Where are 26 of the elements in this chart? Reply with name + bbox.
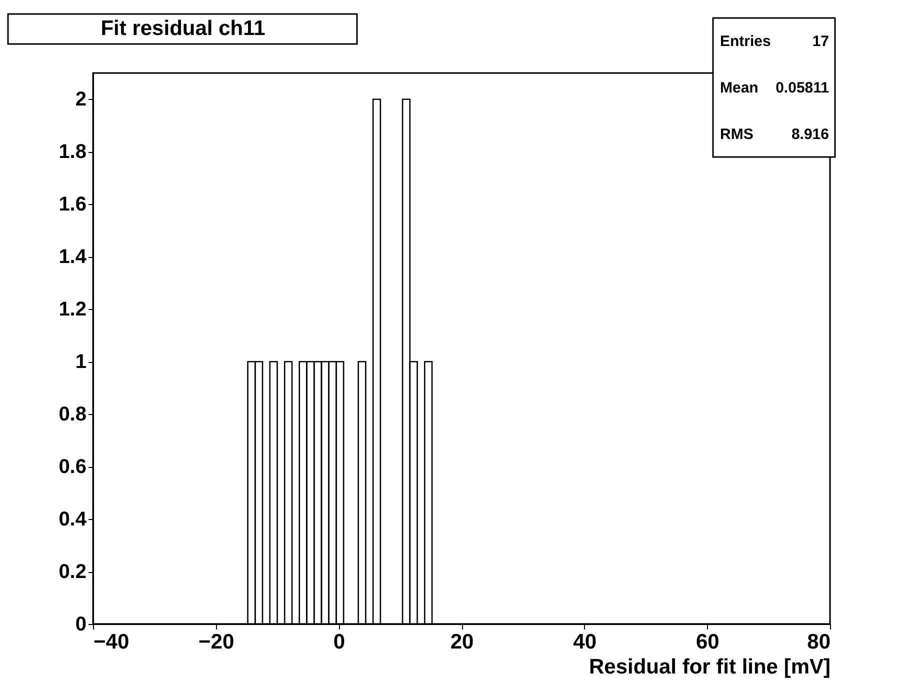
- y-tick-label: 0.4: [58, 508, 88, 531]
- y-tick-label: 0.6: [58, 456, 86, 478]
- annotation: Mean: [720, 80, 758, 96]
- x-axis-title: Residual for fit line [mV]: [588, 656, 830, 678]
- y-tick-label: 1.6: [58, 194, 86, 216]
- annotation: 0.05811: [776, 80, 829, 96]
- annotation: RMS: [720, 126, 754, 143]
- x-tick-label: 20: [450, 630, 474, 654]
- y-tick-label: 1.4: [58, 246, 88, 268]
- chart-title: Fit residual ch11: [100, 17, 266, 40]
- y-tick-label: 1.8: [58, 141, 86, 164]
- y-tick-label: 1: [75, 351, 86, 374]
- y-tick-label: 0: [75, 614, 86, 636]
- y-tick-label: 1.2: [58, 298, 86, 321]
- y-tick-label: 0.8: [58, 404, 86, 426]
- y-tick-label: 0.2: [58, 561, 86, 584]
- x-tick-label: −20: [198, 630, 234, 654]
- x-tick-label: −40: [94, 630, 130, 654]
- x-tick-label: 80: [807, 630, 830, 654]
- text: 17: [812, 33, 829, 50]
- x-tick-label: 60: [696, 630, 720, 654]
- y-tick-label: 2: [75, 88, 86, 111]
- x-tick-label: 40: [573, 630, 597, 654]
- annotation: 8.916: [791, 126, 829, 143]
- text: Entries: [720, 33, 771, 50]
- x-tick-label: 0: [333, 630, 346, 654]
